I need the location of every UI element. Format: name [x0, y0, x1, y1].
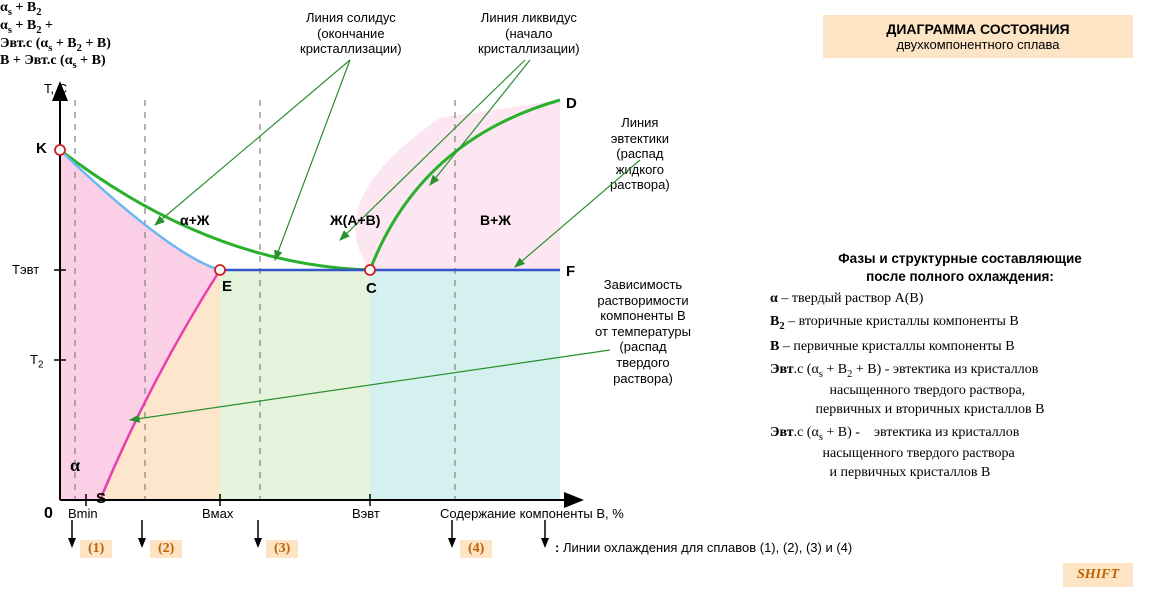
cooling-line-button-3[interactable]: (3) — [266, 540, 298, 558]
legend-item: α – твердый раствор A(B) — [770, 290, 1150, 309]
legend-item: Эвт.c (αs + B) - эвтектика из кристаллов… — [770, 424, 1150, 483]
point-K — [55, 145, 65, 155]
diagram-title-box: ДИАГРАММА СОСТОЯНИЯ двухкомпонентного сп… — [823, 15, 1133, 58]
origin-label: 0 — [44, 505, 53, 523]
cooling-line-button-2[interactable]: (2) — [150, 540, 182, 558]
y-axis-label: T, С — [44, 81, 67, 96]
shift-button[interactable]: SHIFT — [1063, 563, 1133, 587]
xtick: Bmin — [68, 506, 98, 521]
legend-block: Фазы и структурные составляющиепосле пол… — [770, 250, 1150, 487]
ptlabel-K: K — [36, 140, 47, 157]
point-C — [365, 265, 375, 275]
x-axis-label: Содержание компоненты B, % — [440, 506, 624, 521]
legend-item: Эвт.c (αs + B2 + B) - эвтектика из крист… — [770, 361, 1150, 420]
ytick-t2: T2 — [30, 352, 43, 371]
title-main: ДИАГРАММА СОСТОЯНИЯ — [841, 21, 1115, 37]
solidus-arrow-2 — [275, 60, 350, 260]
region-label: В+Ж — [480, 212, 511, 228]
region-label: α — [70, 455, 80, 476]
ytick-tevt: Tэвт — [12, 262, 39, 277]
legend-item: B – первичные кристаллы компоненты B — [770, 338, 1150, 357]
xtick: Bмах — [202, 506, 233, 521]
xtick: Bэвт — [352, 506, 380, 521]
title-sub: двухкомпонентного сплава — [841, 37, 1115, 52]
legend-title: Фазы и структурные составляющиепосле пол… — [770, 250, 1150, 286]
ptlabel-C: C — [366, 280, 377, 297]
footer-caption: : Линии охлаждения для сплавов (1), (2),… — [555, 540, 852, 555]
phase-diagram-svg — [0, 0, 720, 560]
point-E — [215, 265, 225, 275]
solidus-arrow-1 — [155, 60, 350, 225]
region-label: Ж(А+В) — [330, 212, 380, 228]
ptlabel-S: S — [96, 490, 106, 507]
region-label: α+Ж — [180, 212, 209, 228]
region-eutectic-green — [220, 270, 370, 500]
ptlabel-D: D — [566, 95, 577, 112]
legend-item: B2 – вторичные кристаллы компоненты B — [770, 313, 1150, 334]
ptlabel-E: E — [222, 278, 232, 295]
region-b-liquid-cyan — [370, 270, 560, 500]
ptlabel-F: F — [566, 263, 575, 280]
cooling-line-button-1[interactable]: (1) — [80, 540, 112, 558]
cooling-line-button-4[interactable]: (4) — [460, 540, 492, 558]
